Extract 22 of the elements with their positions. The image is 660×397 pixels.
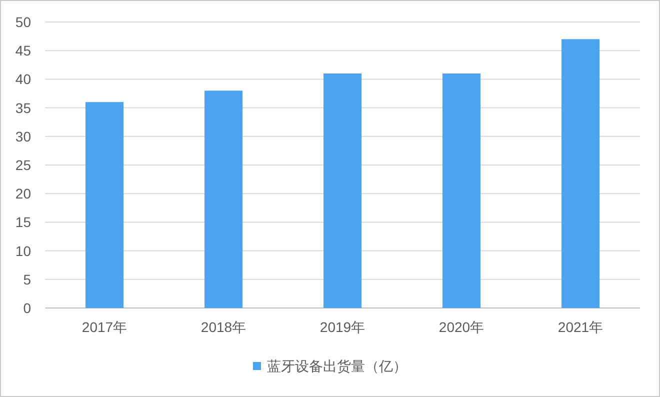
y-tick-label: 35 [15,100,32,116]
y-tick-label: 5 [23,271,32,288]
y-tick-label: 0 [23,300,32,316]
bar [204,90,243,308]
bar [323,73,362,308]
bar [85,102,124,308]
y-tick-label: 45 [15,42,32,59]
y-tick-label: 25 [15,157,32,173]
y-tick-label: 15 [15,214,32,230]
legend-label: 蓝牙设备出货量（亿） [267,358,407,374]
y-tick-label: 50 [15,14,32,30]
y-tick-label: 10 [15,242,32,259]
x-tick-label: 2021年 [558,319,604,335]
bar [442,73,481,308]
y-tick-label: 40 [15,71,32,88]
y-tick-label: 30 [15,128,32,144]
bar [561,39,600,308]
x-tick-label: 2019年 [320,319,366,335]
x-tick-label: 2018年 [200,319,246,335]
y-tick-label: 20 [15,186,32,202]
x-tick-label: 2020年 [438,319,484,335]
x-tick-label: 2017年 [82,319,128,335]
